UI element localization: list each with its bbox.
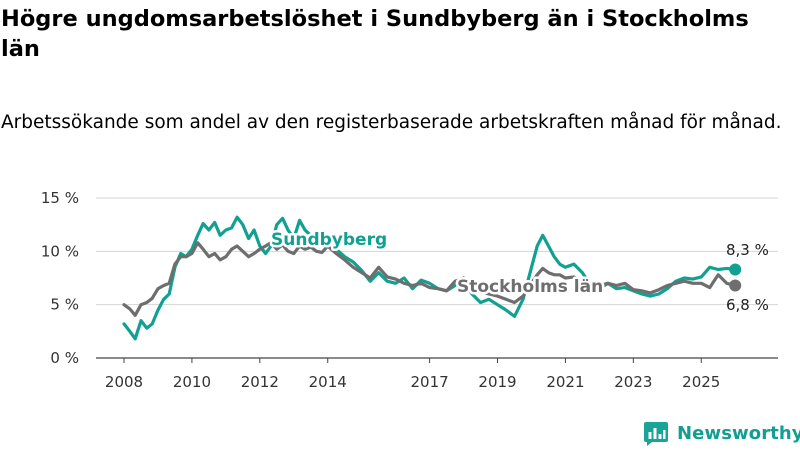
sundbyberg-line [122,215,737,341]
axes: 0 % 5 % 10 % 15 % 2008 2010 2012 2014 2017 2019 20… [41,189,778,391]
brand: Newsworthy [643,418,800,448]
grid-lines [96,197,778,306]
sundbyberg-end-label: 8,3 % [726,241,769,259]
sundbyberg-end-point [729,263,742,276]
sundbyberg-series-label: Sundbyberg [271,230,387,250]
x-tick-label: 2014 [309,373,347,391]
y-tick-label: 10 % [41,242,79,260]
chart-subtitle: Arbetssökande som andel av den registerb… [1,112,782,133]
y-tick-label: 15 % [41,189,79,207]
y-tick-label: 0 % [50,349,79,367]
stockholm-line [122,241,737,317]
x-tick-label: 2023 [614,373,652,391]
series-lines [122,215,742,341]
x-tick-label: 2021 [546,373,584,391]
bar-chart-logo-icon [644,422,668,446]
stockholm-end-label: 6,8 % [726,296,769,314]
stockholm-series-label: Stockholms län [457,277,603,297]
y-tick-label: 5 % [50,296,79,314]
x-tick-label: 2008 [105,373,143,391]
x-tick-label: 2010 [173,373,211,391]
x-tick-label: 2012 [241,373,279,391]
chart-title: Högre ungdomsarbetslöshet i Sundbyberg ä… [1,6,749,62]
brand-name: Newsworthy [677,422,800,444]
sundbyberg-series-label-halo: Sundbyberg [271,230,387,250]
x-tick-label: 2019 [478,373,516,391]
x-tick-label: 2025 [682,373,720,391]
stockholm-end-point [729,279,742,292]
stockholm-series-label-halo: Stockholms län [457,277,603,297]
x-tick-label: 2017 [411,373,449,391]
